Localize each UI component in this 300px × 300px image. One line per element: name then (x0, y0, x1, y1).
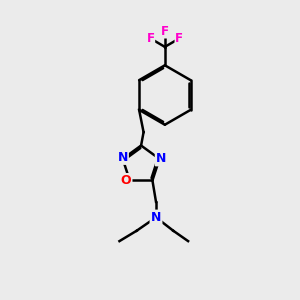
Text: O: O (121, 174, 131, 187)
Text: N: N (156, 152, 166, 165)
Text: F: F (175, 32, 183, 45)
Text: N: N (118, 151, 128, 164)
Text: F: F (161, 25, 169, 38)
Text: F: F (147, 32, 154, 45)
Text: F: F (175, 32, 183, 45)
Text: N: N (151, 211, 161, 224)
Text: F: F (147, 32, 154, 45)
Text: F: F (161, 25, 169, 38)
